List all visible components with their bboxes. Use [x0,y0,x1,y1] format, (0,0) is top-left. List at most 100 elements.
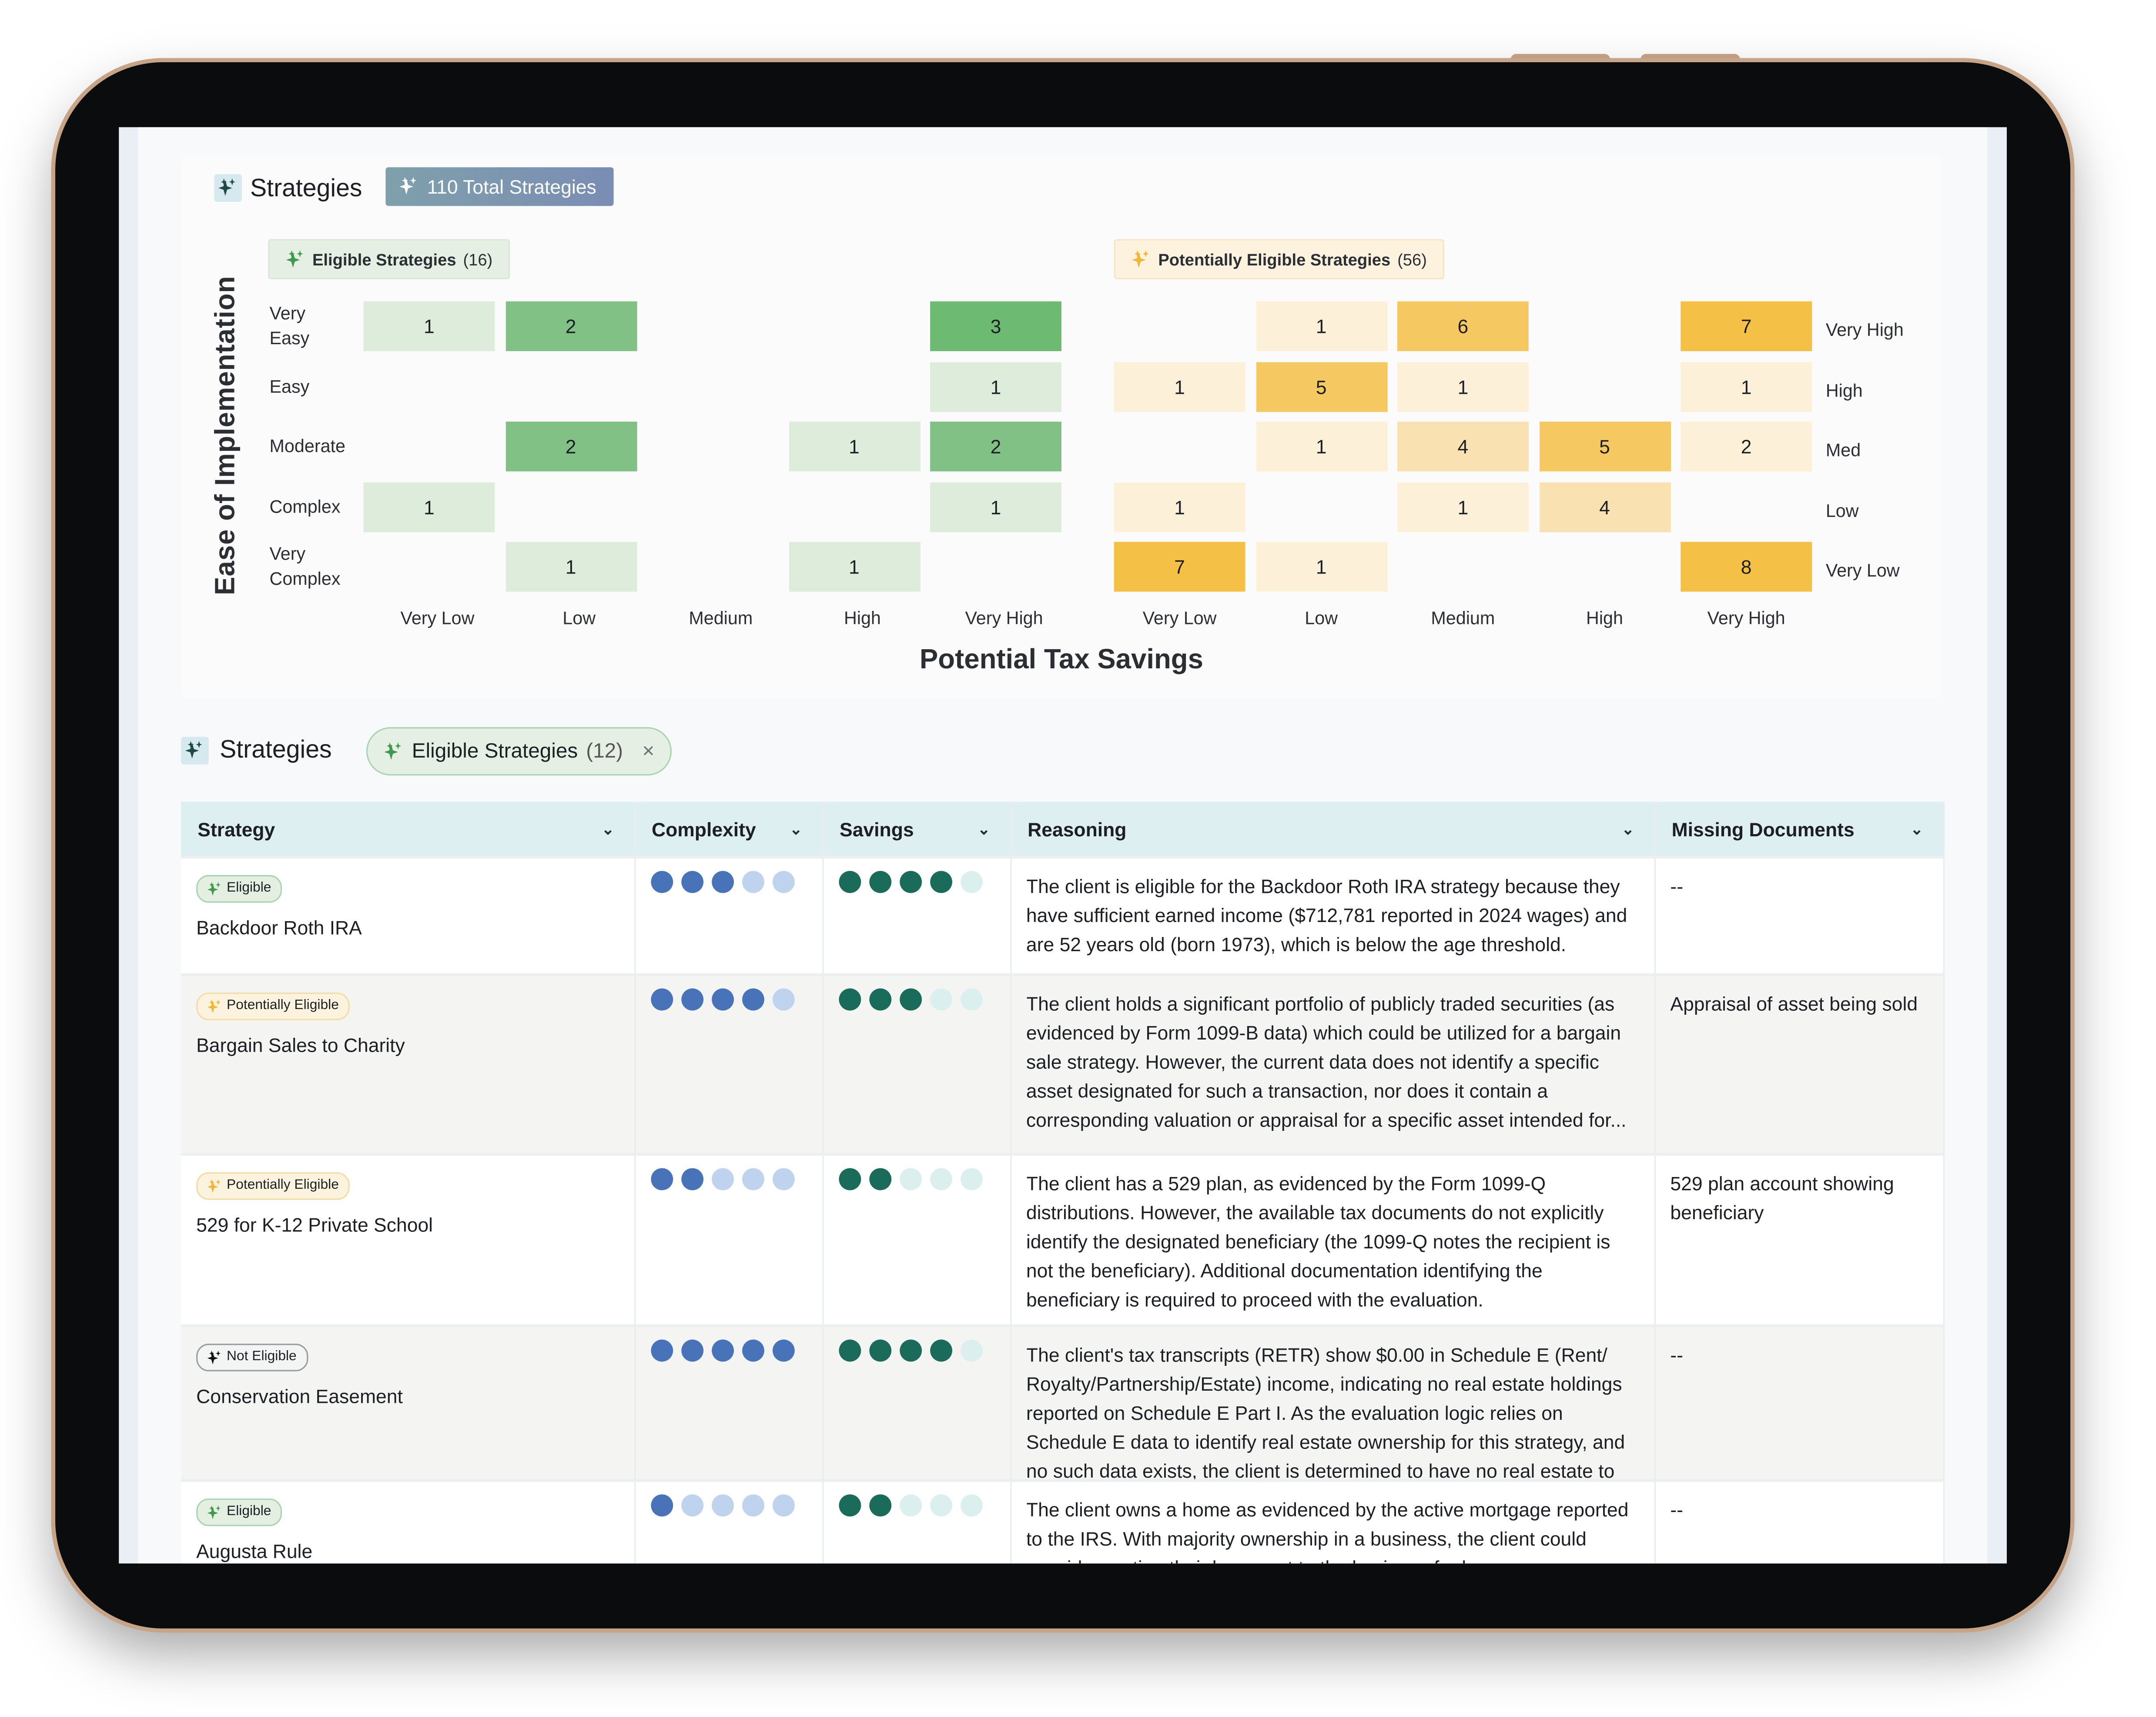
complexity-rating [650,1494,807,1517]
reasoning-text: The client holds a significant portfolio… [1026,993,1627,1131]
reasoning-cell: The client owns a home as evidenced by t… [1010,1479,1655,1564]
eligible-heatmap-cell: 2 [930,421,1061,472]
rating-dot [960,1339,982,1362]
missing-documents-cell: 529 plan account showing beneficiary [1654,1153,1944,1326]
y-axis-title: Ease of Implementation [211,275,241,595]
eligible-heatmap-cell [363,421,495,472]
y-tick-label: Complex [269,495,341,516]
potential-heatmap-cell [1539,301,1671,351]
potential-heatmap-cell: 1 [1114,482,1245,532]
strategy-name[interactable]: Augusta Rule [196,1539,313,1562]
rating-dot [711,871,733,893]
rating-dot [741,1494,764,1517]
sparkle-icon [181,737,209,765]
strategies-table: Strategy ⌄ Complexity ⌄ Savings ⌄ Reasoning… [181,801,1944,1564]
rating-dot [711,1168,733,1190]
eligible-heatmap-cell: 2 [505,421,637,472]
table-row[interactable]: Potentially Eligible 529 for K-12 Private… [181,1153,1944,1326]
strategy-name[interactable]: Bargain Sales to Charity [196,1033,405,1056]
x-tick-label: Very High [1707,607,1785,628]
potential-heatmap-cell [1114,301,1245,351]
savings-rating [838,1168,994,1190]
eligible-heatmap-cell: 2 [505,301,637,351]
table-row[interactable]: Eligible Augusta Rule The client owns a ho… [181,1479,1944,1564]
table-row[interactable]: Not Eligible Conservation Easement The cli… [181,1324,1944,1481]
column-header-reasoning[interactable]: Reasoning ⌄ [1010,801,1655,857]
complexity-cell [634,855,823,975]
potential-heatmap-cell: 5 [1539,421,1671,472]
filter-chip-label: Eligible Strategies [412,739,578,763]
strategy-cell: Not Eligible Conservation Easement [181,1324,635,1481]
chevron-down-icon[interactable]: ⌄ [789,821,803,838]
x-tick-label: Very Low [1142,607,1217,628]
close-icon[interactable]: × [642,739,655,763]
rating-dot [650,871,673,893]
rating-dot [741,871,764,893]
rating-dot [899,988,921,1011]
rating-dot [838,1339,860,1362]
complexity-rating [650,988,807,1011]
savings-cell [822,973,1011,1154]
rating-dot [868,1494,891,1517]
sparkle-icon [286,249,305,268]
chevron-down-icon[interactable]: ⌄ [978,821,991,838]
eligible-group-badge: Eligible Strategies (16) [268,239,511,279]
x-tick-label: Very High [965,607,1043,628]
eligible-group-label: Eligible Strategies [312,249,456,269]
eligible-heatmap-cell: 1 [505,542,637,592]
eligible-filter-chip[interactable]: Eligible Strategies (12) × [366,727,672,776]
column-header-complexity[interactable]: Complexity ⌄ [634,801,823,857]
column-header-missing-documents[interactable]: Missing Documents ⌄ [1654,801,1944,857]
reasoning-cell: The client has a 529 plan, as evidenced … [1010,1153,1655,1326]
eligible-heatmap-cell [646,361,778,412]
rating-dot [899,1168,921,1190]
table-row[interactable]: Eligible Backdoor Roth IRA The client is e… [181,855,1944,975]
eligible-heatmap-cell: 1 [788,542,920,592]
potential-heatmap-cell: 1 [1255,421,1387,472]
chevron-down-icon[interactable]: ⌄ [1910,821,1923,838]
screen: Strategies 110 Total Strategies Eligible… [119,127,2007,1564]
sparkle-icon [208,1178,223,1194]
strategy-name[interactable]: Backdoor Roth IRA [196,916,362,938]
reasoning-text: The client's tax transcripts (RETR) show… [1026,1344,1625,1479]
potential-group-count: (56) [1397,249,1427,269]
rating-dot [711,988,733,1011]
eligible-heatmap-cell [788,301,920,351]
potential-heatmap-cell: 8 [1681,542,1812,592]
y-tick-label: Very Complex [269,543,341,589]
eligible-heatmap-cell [788,482,920,532]
eligible-heatmap-cell [363,542,495,592]
rating-dot [960,871,982,893]
savings-cell [822,1479,1011,1564]
rating-dot [650,988,673,1011]
eligible-heatmap-cell [363,361,495,412]
complexity-cell [634,1479,823,1564]
column-header-savings[interactable]: Savings ⌄ [822,801,1011,857]
total-strategies-label: 110 Total Strategies [427,175,596,198]
total-strategies-badge[interactable]: 110 Total Strategies [385,167,614,206]
sparkle-icon [214,174,242,202]
potential-heatmap-cell [1681,482,1812,532]
sparkle-icon [208,999,223,1014]
strategy-name[interactable]: Conservation Easement [196,1384,403,1407]
potential-heatmap-cell [1397,542,1529,592]
potential-heatmap-cell: 7 [1681,301,1812,351]
strategy-cell: Eligible Augusta Rule [181,1479,635,1564]
rating-dot [838,1494,860,1517]
complexity-rating [650,871,807,893]
x-tick-label: High [1586,607,1623,628]
complexity-rating [650,1339,807,1362]
table-row[interactable]: Potentially Eligible Bargain Sales to Cha… [181,973,1944,1154]
rating-dot [899,871,921,893]
status-badge: Eligible [196,1498,282,1526]
y-tick-label-right: Very High [1825,319,1904,340]
chevron-down-icon[interactable]: ⌄ [1621,821,1634,838]
rating-dot [741,1339,764,1362]
strategy-name[interactable]: 529 for K-12 Private School [196,1213,433,1235]
chevron-down-icon[interactable]: ⌄ [601,821,615,838]
eligible-heatmap-cell: 3 [930,301,1061,351]
rating-dot [650,1339,673,1362]
column-header-strategy[interactable]: Strategy ⌄ [181,801,635,857]
rating-dot [960,1494,982,1517]
rating-dot [868,1339,891,1362]
